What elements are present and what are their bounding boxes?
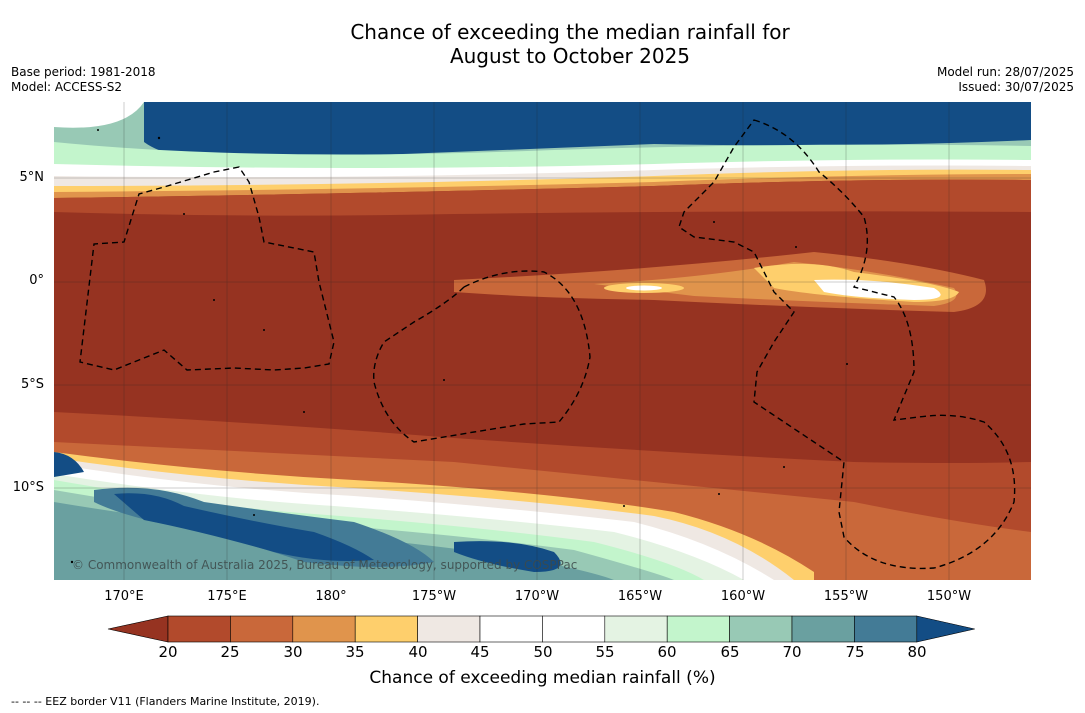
- copyright-notice: © Commonwealth of Australia 2025, Bureau…: [72, 558, 578, 572]
- colorbar-segment: [854, 615, 918, 643]
- lon-label-150w: 150°W: [926, 589, 972, 604]
- colorbar-tick: 25: [220, 643, 240, 661]
- title-line-1: Chance of exceeding the median rainfall …: [350, 20, 790, 44]
- meta-left: Base period: 1981-2018 Model: ACCESS-S2: [11, 65, 156, 95]
- lon-label-170e: 170°E: [104, 589, 144, 604]
- colorbar-tick: 70: [782, 643, 802, 661]
- colorbar-label: Chance of exceeding median rainfall (%): [369, 668, 716, 688]
- colorbar-tick: 60: [657, 643, 677, 661]
- colorbar-segment: [354, 615, 418, 643]
- model-run: Model run: 28/07/2025: [936, 65, 1074, 79]
- map-canvas: [54, 102, 1031, 580]
- eez-borders: [79, 119, 1016, 570]
- lon-label-165w: 165°W: [617, 589, 663, 604]
- title-line-2: August to October 2025: [449, 44, 691, 68]
- island-markers: [70, 129, 848, 564]
- colorbar-tick: 40: [408, 643, 428, 661]
- lat-label-10s: 10°S: [12, 480, 44, 495]
- colorbar-extend-low: [107, 615, 169, 643]
- colorbar-segments: [107, 615, 975, 643]
- colorbar-segment: [666, 615, 730, 643]
- rainfall-map: [54, 102, 1031, 580]
- lat-label-5s: 5°S: [20, 377, 44, 392]
- graticule: [54, 102, 1031, 580]
- colorbar-segment: [604, 615, 668, 643]
- meta-right: Model run: 28/07/2025 Issued: 30/07/2025: [937, 65, 1074, 95]
- lat-label-5n: 5°N: [19, 170, 45, 185]
- colorbar-segment: [417, 615, 481, 643]
- colorbar-segment: [230, 615, 294, 643]
- colorbar-segment: [292, 615, 356, 643]
- colorbar-segment: [542, 615, 606, 643]
- colorbar-tick: 45: [470, 643, 490, 661]
- colorbar-tick: 75: [845, 643, 865, 661]
- base-period: Base period: 1981-2018: [11, 65, 156, 79]
- lon-label-175e: 175°E: [207, 589, 247, 604]
- colorbar-tick: 50: [533, 643, 553, 661]
- lat-label-0: 0°: [29, 273, 44, 288]
- colorbar-segment: [167, 615, 231, 643]
- colorbar-segment: [479, 615, 543, 643]
- colorbar: [107, 615, 975, 643]
- colorbar-tick: 55: [595, 643, 615, 661]
- map-title: Chance of exceeding the median rainfall …: [0, 20, 1085, 68]
- lon-label-155w: 155°W: [823, 589, 869, 604]
- colorbar-tick: 80: [907, 643, 927, 661]
- model-name: Model: ACCESS-S2: [11, 80, 123, 94]
- lon-label-170w: 170°W: [514, 589, 560, 604]
- colorbar-segment: [729, 615, 793, 643]
- colorbar-extend-high: [916, 615, 975, 643]
- colorbar-tick: 35: [345, 643, 365, 661]
- lon-label-175w: 175°W: [411, 589, 457, 604]
- colorbar-segment: [791, 615, 855, 643]
- colorbar-tick: 30: [283, 643, 303, 661]
- lon-label-160w: 160°W: [720, 589, 766, 604]
- probability-shading: [54, 102, 1031, 580]
- lon-label-180: 180°: [315, 589, 347, 604]
- colorbar-tick: 65: [720, 643, 740, 661]
- eez-legend-note: -- -- -- EEZ border V11 (Flanders Marine…: [11, 695, 320, 708]
- colorbar-tick: 20: [158, 643, 178, 661]
- issued-date: Issued: 30/07/2025: [958, 80, 1074, 94]
